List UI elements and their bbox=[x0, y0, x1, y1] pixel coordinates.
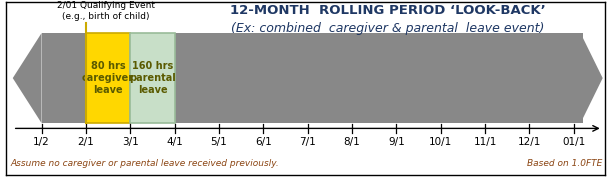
Bar bbox=[42, 33, 583, 123]
FancyArrow shape bbox=[580, 33, 602, 123]
Text: 10/1: 10/1 bbox=[429, 137, 452, 147]
FancyArrow shape bbox=[13, 33, 42, 123]
Text: 01/1: 01/1 bbox=[562, 137, 585, 147]
Bar bbox=[130, 33, 175, 123]
Text: (Ex: combined  caregiver & parental  leave event): (Ex: combined caregiver & parental leave… bbox=[231, 22, 544, 35]
Text: Based on 1.0FTE: Based on 1.0FTE bbox=[527, 159, 602, 168]
Text: 12-MONTH  ROLLING PERIOD ‘LOOK-BACK’: 12-MONTH ROLLING PERIOD ‘LOOK-BACK’ bbox=[230, 4, 546, 17]
Text: 2/1: 2/1 bbox=[78, 137, 94, 147]
Text: 12/1: 12/1 bbox=[518, 137, 541, 147]
Text: 2/01 Qualifying Event
(e.g., birth of child): 2/01 Qualifying Event (e.g., birth of ch… bbox=[57, 1, 155, 21]
Text: 160 hrs
parental
leave: 160 hrs parental leave bbox=[129, 61, 176, 95]
Text: 11/1: 11/1 bbox=[474, 137, 497, 147]
Text: 9/1: 9/1 bbox=[388, 137, 405, 147]
Text: 4/1: 4/1 bbox=[166, 137, 183, 147]
Text: 5/1: 5/1 bbox=[211, 137, 227, 147]
Text: 3/1: 3/1 bbox=[122, 137, 139, 147]
Text: 1/2: 1/2 bbox=[33, 137, 50, 147]
Text: 80 hrs
caregiver
leave: 80 hrs caregiver leave bbox=[82, 61, 134, 95]
Bar bbox=[86, 33, 130, 123]
Text: Assume no caregiver or parental leave received previously.: Assume no caregiver or parental leave re… bbox=[10, 159, 279, 168]
Text: 8/1: 8/1 bbox=[344, 137, 360, 147]
Text: 6/1: 6/1 bbox=[255, 137, 272, 147]
Text: 7/1: 7/1 bbox=[299, 137, 316, 147]
